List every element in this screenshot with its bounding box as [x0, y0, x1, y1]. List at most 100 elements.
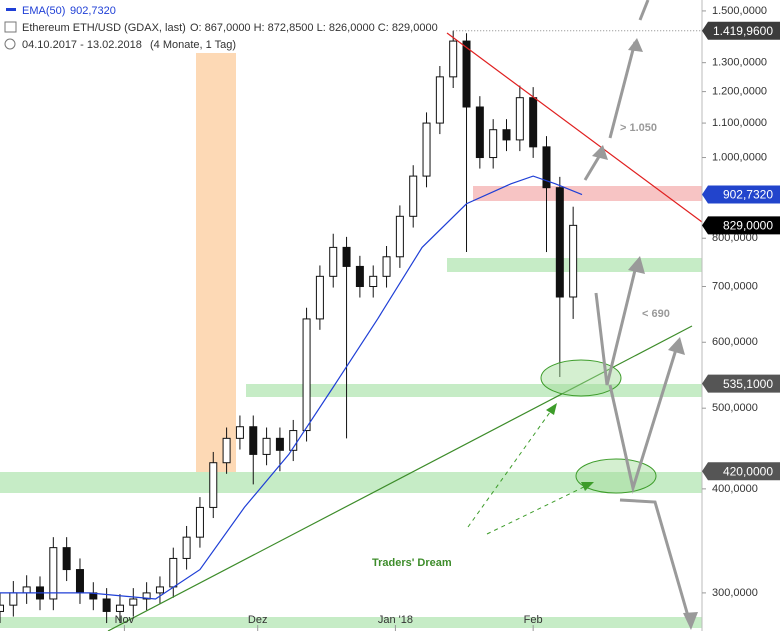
candle-body [129, 598, 138, 606]
candle-body [182, 536, 191, 559]
price-label: 420,0000 [723, 464, 773, 478]
arrow-head [546, 403, 557, 415]
legend-name: EMA(50) [22, 5, 65, 17]
candle-body [475, 106, 484, 159]
target-ellipse [575, 458, 657, 494]
y-tick-label: 300,0000 [712, 587, 758, 599]
candle-body [22, 586, 31, 594]
candle-body [529, 97, 538, 148]
candle-body [395, 215, 404, 258]
arrow-head [628, 256, 645, 274]
arrow [486, 484, 589, 535]
candle-body [382, 256, 391, 277]
y-tick-label: 1.500,0000 [712, 5, 767, 17]
legend-swatch [6, 8, 16, 11]
arrow-head [683, 612, 698, 630]
candle-body [49, 547, 58, 600]
y-tick-label: 800,0000 [712, 232, 758, 244]
y-tick-label: 1.000,0000 [712, 151, 767, 163]
candle-body [409, 175, 418, 217]
y-tick-label: 1.100,0000 [712, 117, 767, 129]
candle-body [275, 437, 284, 451]
x-tick-label: Feb [524, 614, 543, 626]
icon [4, 21, 17, 33]
arrow [638, 0, 650, 21]
legend-value: 902,7320 [70, 5, 116, 17]
annotation: Traders' Dream [372, 557, 452, 569]
candle-body [0, 604, 4, 612]
price-label: 1.419,9600 [713, 24, 773, 38]
resistance-trendline [446, 32, 703, 223]
candle-body [449, 40, 458, 78]
support-zone [0, 617, 702, 628]
candle-body [262, 437, 271, 455]
arrow-head [581, 482, 594, 491]
price-label: 902,7320 [723, 188, 773, 202]
ema-line [0, 175, 583, 600]
ohlc-label: O: 867,0000 H: 872,8500 L: 826,0000 C: 8… [190, 22, 438, 34]
arrow-head [628, 38, 643, 52]
y-tick-label: 700,0000 [712, 280, 758, 292]
candle-body [62, 547, 71, 571]
y-tick-label: 600,0000 [712, 336, 758, 348]
candle-body [355, 265, 364, 288]
price-label-box [702, 462, 780, 481]
x-tick-label: Dez [248, 614, 268, 626]
arrow [608, 342, 680, 494]
x-tick-label: Jan '18 [378, 614, 413, 626]
candle-body [209, 462, 218, 508]
candle-body [142, 592, 151, 600]
annotation: > 1.050 [620, 122, 657, 134]
candle-body [302, 318, 311, 432]
price-label-box [702, 185, 780, 204]
candle-body [462, 40, 471, 108]
annotation: < 690 [642, 308, 670, 320]
arrow [594, 261, 639, 386]
candle-body [329, 246, 338, 277]
icon [4, 38, 16, 50]
support-zone [0, 472, 702, 493]
arrow [467, 407, 554, 528]
candle-body [222, 437, 231, 464]
target-ellipse [540, 359, 622, 397]
chart-title: Ethereum ETH/USD (GDAX, last) [22, 22, 186, 34]
candle-body [289, 430, 298, 451]
resistance-zone [473, 186, 702, 201]
y-tick-label: 400,0000 [712, 483, 758, 495]
candle-body [102, 598, 111, 612]
candle-body [9, 592, 18, 606]
y-tick-label: 500,0000 [712, 402, 758, 414]
price-label-box [702, 374, 780, 393]
candle-body [369, 275, 378, 288]
candle-body [542, 146, 551, 189]
support-zone [246, 384, 702, 397]
candle-body [569, 224, 578, 298]
y-tick-label: 1.300,0000 [712, 57, 767, 69]
candle-body [315, 275, 324, 320]
arrow-heads [592, 38, 698, 630]
candle-body [435, 76, 444, 124]
y-tick-label: 1.200,0000 [712, 86, 767, 98]
candle-body [75, 569, 84, 594]
arrow-head [592, 145, 608, 160]
candle-body [155, 586, 164, 594]
arrow [619, 498, 692, 624]
dashed-arrows [467, 407, 589, 535]
candle-body [249, 426, 258, 455]
candle-body [195, 506, 204, 538]
support-trendline [107, 325, 693, 631]
arrow [608, 41, 637, 139]
candle-body [342, 246, 351, 267]
candle-body [422, 122, 431, 177]
period-label: (4 Monate, 1 Tag) [150, 39, 236, 51]
candle-body [515, 97, 524, 141]
candle-body [555, 187, 564, 298]
arrow-head [668, 337, 685, 355]
x-tick-label: Nov [115, 614, 135, 626]
candle-body [489, 129, 498, 159]
price-label: 535,1000 [723, 377, 773, 391]
candle-body [502, 129, 511, 141]
date-range: 04.10.2017 - 13.02.2018 [22, 39, 142, 51]
